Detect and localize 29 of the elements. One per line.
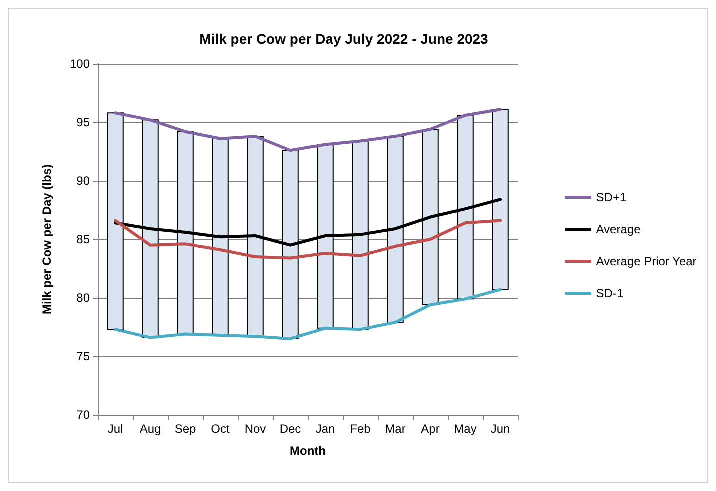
y-tick-label: 75 [76,350,90,364]
y-tick-label: 80 [76,291,90,305]
y-axis-title: Milk per Cow per Day (lbs) [40,164,54,315]
x-tick-label: Sep [174,422,196,436]
x-tick-label: Oct [211,422,230,436]
x-tick-label: Jul [108,422,124,436]
x-tick-label: Feb [350,422,372,436]
x-tick-label: Aug [140,422,162,436]
line-series [114,108,502,152]
line-series [114,288,502,340]
line-series [114,219,502,260]
chart-title: Milk per Cow per Day July 2022 - June 2023 [200,31,489,47]
x-tick-label: Dec [280,422,302,436]
legend-label: Average [596,222,642,236]
x-axis-title: Month [290,444,326,458]
y-tick-label: 95 [76,116,90,130]
y-tick-label: 70 [76,408,90,422]
x-tick-label: Jan [316,422,336,436]
legend-label: SD-1 [596,286,624,300]
y-tick-label: 90 [76,174,90,188]
x-tick-label: Mar [385,422,406,436]
x-tick-label: May [454,422,477,436]
x-tick-label: Apr [421,422,440,436]
legend-label: SD+1 [596,190,627,204]
legend-label: Average Prior Year [596,254,697,268]
x-tick-label: Nov [244,422,266,436]
y-tick-label: 100 [70,57,90,71]
y-tick-label: 85 [76,232,90,246]
x-tick-label: Jun [490,422,510,436]
